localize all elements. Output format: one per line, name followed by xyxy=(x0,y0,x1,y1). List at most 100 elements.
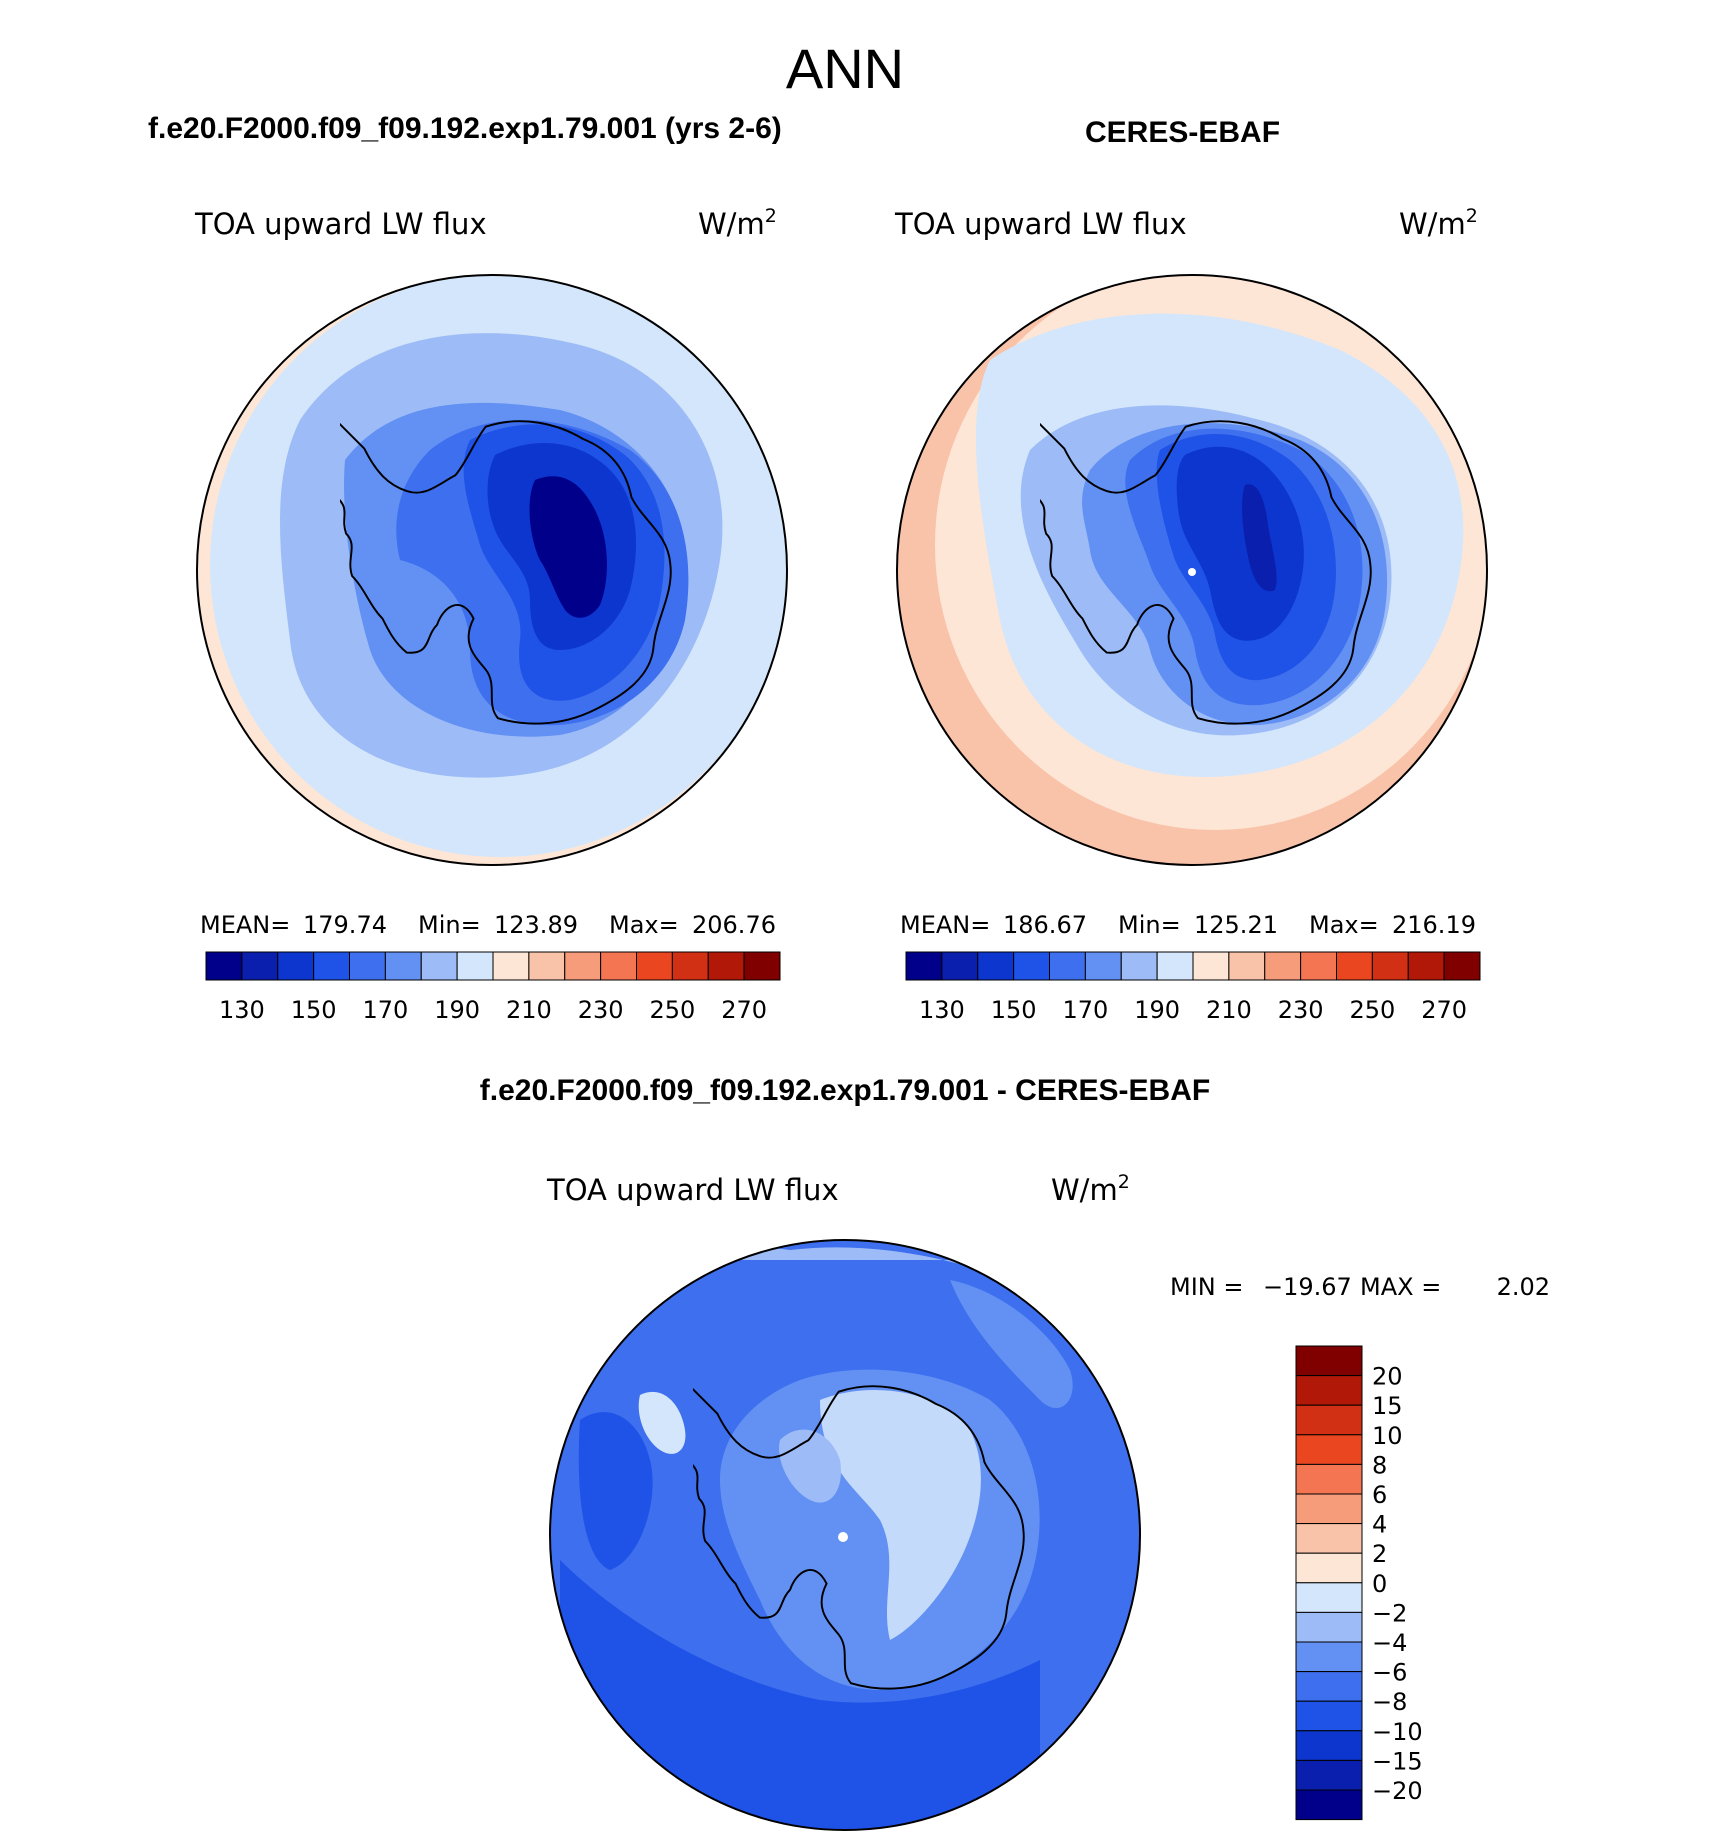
colorbar-swatch xyxy=(1084,951,1122,981)
colorbar-tick-label: 210 xyxy=(506,996,552,1024)
colorbar-swatch xyxy=(313,951,350,981)
model-units-exp: 2 xyxy=(765,205,777,227)
season-title: ANN xyxy=(786,37,904,100)
colorbar-swatch xyxy=(1295,1345,1363,1377)
model-mean-label: MEAN= xyxy=(200,911,290,939)
colorbar-swatch xyxy=(1407,951,1445,981)
model-map-border xyxy=(196,274,788,866)
colorbar-swatch xyxy=(1295,1552,1363,1584)
colorbar-tick-label: 190 xyxy=(434,996,480,1024)
obs-map-border xyxy=(896,274,1488,866)
colorbar-tick-label: 130 xyxy=(919,996,965,1024)
model-units-base: W/m xyxy=(698,207,765,241)
colorbar-swatch xyxy=(277,951,315,981)
obs-min-value: 125.21 xyxy=(1194,911,1278,939)
colorbar-tick-label: 2 xyxy=(1372,1540,1387,1568)
diff-min-label: MIN = xyxy=(1170,1273,1243,1301)
diff-min-value: −19.67 xyxy=(1263,1273,1352,1301)
model-stats: MEAN= 179.74 Min= 123.89 Max= 206.76 xyxy=(200,911,776,939)
colorbar-swatch xyxy=(1300,951,1337,981)
model-case-title: f.e20.F2000.f09_f09.192.exp1.79.001 (yrs… xyxy=(148,112,782,145)
obs-band-130 xyxy=(1242,484,1277,592)
colorbar-swatch xyxy=(743,951,781,981)
colorbar-swatch xyxy=(905,951,943,981)
colorbar-swatch xyxy=(1264,951,1302,981)
colorbar-swatch xyxy=(1295,1375,1363,1406)
diff-variable-label: TOA upward LW flux xyxy=(546,1173,839,1207)
model-variable-label: TOA upward LW flux xyxy=(194,207,487,241)
model-colorbar: 130 150 170 190 210 230 250 270 xyxy=(205,951,781,1024)
diff-units-label: W/m2 xyxy=(1051,1171,1130,1207)
colorbar-tick-label: 250 xyxy=(1349,996,1395,1024)
model-units-label: W/m2 xyxy=(698,205,777,241)
obs-min-label: Min= xyxy=(1118,911,1181,939)
colorbar-swatch xyxy=(1120,951,1158,981)
diff-minmax: MIN = −19.67 MAX = 2.02 xyxy=(1170,1273,1550,1301)
colorbar-tick-label: −8 xyxy=(1372,1688,1407,1716)
colorbar-swatch xyxy=(1228,951,1266,981)
diff-dark-band-sw xyxy=(560,1560,1040,1830)
colorbar-tick-label: −10 xyxy=(1372,1718,1423,1746)
model-mean-value: 179.74 xyxy=(303,911,387,939)
colorbar-tick-label: 4 xyxy=(1372,1511,1387,1539)
colorbar-swatch xyxy=(1192,951,1230,981)
colorbar-tick-label: 10 xyxy=(1372,1422,1403,1450)
colorbar-tick-label: 230 xyxy=(578,996,624,1024)
colorbar-swatch xyxy=(564,951,602,981)
colorbar-tick-label: 270 xyxy=(721,996,767,1024)
colorbar-swatch xyxy=(420,951,458,981)
colorbar-swatch xyxy=(1336,951,1373,981)
colorbar-tick-label: −15 xyxy=(1372,1747,1423,1775)
colorbar-swatch xyxy=(977,951,1015,981)
obs-variable-label: TOA upward LW flux xyxy=(894,207,1187,241)
obs-mean-value: 186.67 xyxy=(1003,911,1087,939)
colorbar-swatch xyxy=(636,951,673,981)
model-max-value: 206.76 xyxy=(692,911,776,939)
colorbar-tick-label: −6 xyxy=(1372,1659,1407,1687)
diff-units-base: W/m xyxy=(1051,1173,1118,1207)
colorbar-swatch xyxy=(528,951,566,981)
colorbar-swatch xyxy=(1295,1730,1363,1761)
obs-colorbar: 130 150 170 190 210 230 250 270 xyxy=(905,951,1481,1024)
model-band-130 xyxy=(529,476,607,618)
colorbar-tick-label: 150 xyxy=(291,996,337,1024)
colorbar-tick-label: 210 xyxy=(1206,996,1252,1024)
model-map xyxy=(197,275,787,865)
diff-max-value: 2.02 xyxy=(1497,1273,1550,1301)
obs-mean-label: MEAN= xyxy=(900,911,990,939)
colorbar-swatch xyxy=(1295,1671,1363,1702)
colorbar-swatch xyxy=(241,951,279,981)
obs-stats: MEAN= 186.67 Min= 125.21 Max= 216.19 xyxy=(900,911,1476,939)
obs-units-base: W/m xyxy=(1399,207,1466,241)
colorbar-swatch xyxy=(1295,1493,1363,1525)
diff-coastal-light-patch xyxy=(638,1391,686,1454)
model-max-label: Max= xyxy=(609,911,679,939)
obs-pole-marker xyxy=(1188,568,1196,576)
model-min-label: Min= xyxy=(418,911,481,939)
colorbar-swatch xyxy=(1371,951,1409,981)
obs-map xyxy=(897,275,1487,865)
colorbar-tick-label: 170 xyxy=(362,996,408,1024)
colorbar-swatch xyxy=(456,951,494,981)
colorbar-swatch xyxy=(1295,1434,1363,1465)
obs-units-label: W/m2 xyxy=(1399,205,1478,241)
obs-units-exp: 2 xyxy=(1466,205,1478,227)
colorbar-swatch xyxy=(1295,1523,1363,1554)
colorbar-tick-label: −2 xyxy=(1372,1599,1407,1627)
colorbar-swatch xyxy=(1295,1641,1363,1673)
diff-light-streak-1 xyxy=(820,1390,981,1640)
colorbar-swatch xyxy=(1295,1789,1363,1821)
colorbar-tick-label: 8 xyxy=(1372,1451,1387,1479)
colorbar-swatch xyxy=(349,951,386,981)
model-min-value: 123.89 xyxy=(494,911,578,939)
colorbar-swatch xyxy=(671,951,709,981)
colorbar-tick-label: 15 xyxy=(1372,1392,1403,1420)
colorbar-tick-label: 20 xyxy=(1372,1363,1403,1391)
obs-case-title: CERES-EBAF xyxy=(1085,116,1280,149)
obs-band-140 xyxy=(1176,446,1304,641)
colorbar-tick-label: 190 xyxy=(1134,996,1180,1024)
colorbar-swatch xyxy=(1013,951,1050,981)
diff-dark-patch-w xyxy=(578,1412,653,1570)
